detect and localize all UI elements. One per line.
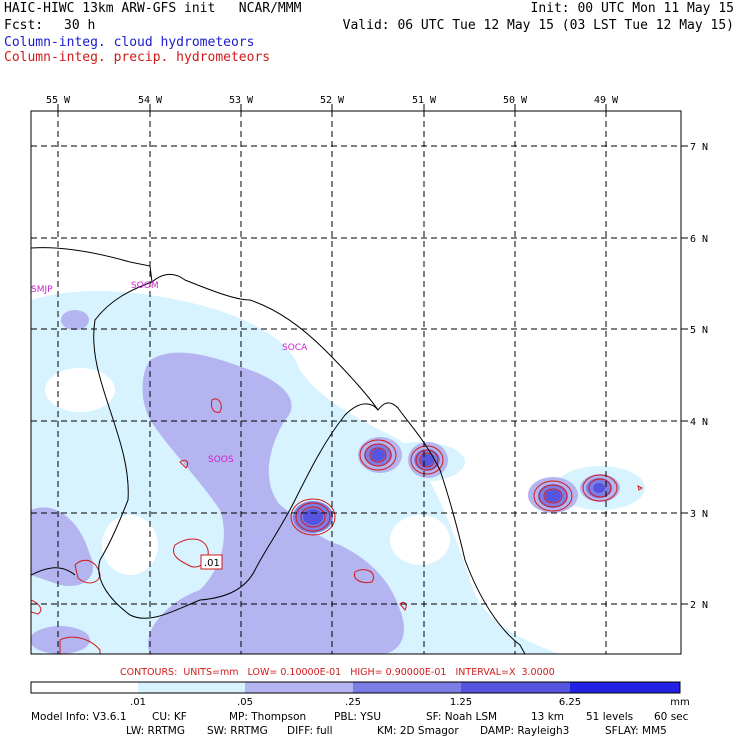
model-sf: SF: Noah LSM xyxy=(426,711,498,723)
model-sw: SW: RRTMG xyxy=(207,725,268,737)
model-cu: CU: KF xyxy=(152,711,187,723)
colorbar-tick: 1.25 xyxy=(450,697,472,708)
lon-label-49w: 49 W xyxy=(594,95,619,106)
model-lw: LW: RRTMG xyxy=(126,725,185,737)
model-diff: DIFF: full xyxy=(287,725,333,737)
plot-title: HAIC-HIWC 13km ARW-GFS init NCAR/MMM xyxy=(4,1,302,16)
lon-label-55w: 55 W xyxy=(46,95,71,106)
station-soom: SOOM xyxy=(131,281,159,291)
station-soca: SOCA xyxy=(282,343,308,353)
contours-info: CONTOURS: UNITS=mm LOW= 0.10000E-01 HIGH… xyxy=(120,667,555,678)
lat-label-4n: 4 N xyxy=(690,417,708,428)
axis-ticks xyxy=(57,104,688,605)
colorbar-ticks: .01 .05 .25 1.25 6.25 mm xyxy=(130,697,690,708)
model-timestep: 60 sec xyxy=(654,711,689,723)
field1-legend: Column-integ. cloud hydrometeors xyxy=(4,35,255,50)
colorbar-tick: .01 xyxy=(130,697,146,708)
model-km: KM: 2D Smagor xyxy=(377,725,459,737)
colorbar-tick: .25 xyxy=(345,697,361,708)
contour-label-box xyxy=(200,554,223,570)
contour-label: .01 xyxy=(204,558,220,569)
station-soos: SOOS xyxy=(208,455,234,465)
lon-label-53w: 53 W xyxy=(229,95,254,106)
coastlines xyxy=(31,247,526,654)
model-pbl: PBL: YSU xyxy=(334,711,382,723)
model-info: Model Info: V3.6.1 xyxy=(31,711,127,723)
model-damp: DAMP: Rayleigh3 xyxy=(480,725,570,737)
colorbar xyxy=(30,681,681,694)
lat-label-6n: 6 N xyxy=(690,234,708,245)
field2-legend: Column-integ. precip. hydrometeors xyxy=(4,50,271,65)
model-mp: MP: Thompson xyxy=(229,711,307,723)
colorbar-tick: .05 xyxy=(237,697,253,708)
lon-label-50w: 50 W xyxy=(503,95,528,106)
shading-layer xyxy=(31,290,645,654)
lat-label-5n: 5 N xyxy=(690,325,708,336)
lat-label-2n: 2 N xyxy=(690,600,708,611)
station-smjp: SMJP xyxy=(31,285,53,295)
model-sflay: SFLAY: MM5 xyxy=(605,725,667,737)
model-res: 13 km xyxy=(531,711,565,723)
lat-label-3n: 3 N xyxy=(690,509,708,520)
forecast-label: Fcst: xyxy=(4,18,44,33)
forecast-hour: 30 h xyxy=(64,18,96,33)
colorbar-tick: 6.25 xyxy=(559,697,581,708)
lat-label-7n: 7 N xyxy=(690,142,708,153)
precip-contours xyxy=(31,398,643,654)
model-levels: 51 levels xyxy=(586,711,634,723)
lon-label-54w: 54 W xyxy=(138,95,163,106)
lon-label-52w: 52 W xyxy=(320,95,345,106)
map-frame xyxy=(30,110,682,655)
lat-lon-grid xyxy=(31,111,681,654)
colorbar-unit: mm xyxy=(670,697,689,708)
valid-time: Valid: 06 UTC Tue 12 May 15 (03 LST Tue … xyxy=(342,18,734,33)
lon-label-51w: 51 W xyxy=(412,95,437,106)
init-time: Init: 00 UTC Mon 11 May 15 xyxy=(530,1,735,16)
